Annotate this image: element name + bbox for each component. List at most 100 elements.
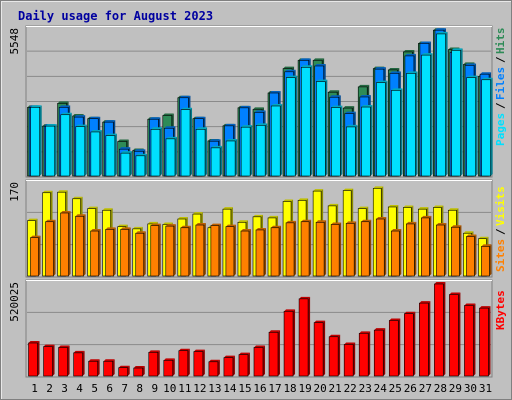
bar-files-day-21-top xyxy=(329,95,341,98)
bar-visits-day-29-top xyxy=(448,208,459,211)
bar-hits-day-26-top xyxy=(403,49,415,52)
bar-visits-day-12-top xyxy=(192,212,203,215)
bar-hits-day-22-top xyxy=(343,106,355,109)
bar-pages-day-1-side xyxy=(39,105,42,176)
bar-kbytes-day-14 xyxy=(223,357,234,377)
bar-sites-day-20-top xyxy=(316,220,327,223)
bar-sites-day-29 xyxy=(451,226,460,277)
bar-pages-day-2-top xyxy=(45,124,57,127)
bar-sites-day-6-top xyxy=(105,227,116,230)
bar-kbytes-day-20 xyxy=(313,322,324,377)
bar-pages-day-18-side xyxy=(295,75,298,176)
bar-sites-day-6 xyxy=(105,229,114,277)
bar-sites-day-7-top xyxy=(120,227,131,230)
bar-kbytes-day-10-side xyxy=(172,358,175,376)
bar-kbytes-day-18-top xyxy=(284,309,296,312)
bar-visits-day-14-top xyxy=(222,207,233,210)
bar-kbytes-day-27-side xyxy=(428,301,431,376)
bar-pages-day-8-side xyxy=(144,153,147,176)
x-tick-day-15: 15 xyxy=(238,382,251,395)
bar-sites-day-5 xyxy=(90,230,99,277)
bar-kbytes-day-5-side xyxy=(97,359,100,376)
bar-kbytes-day-26-top xyxy=(404,311,416,314)
bar-sites-day-11-side xyxy=(188,225,191,276)
bar-files-day-12-top xyxy=(194,116,206,119)
bar-pages-day-25-side xyxy=(400,88,403,176)
bar-files-day-28-top xyxy=(434,28,446,31)
bar-pages-day-21-top xyxy=(331,105,343,108)
bar-kbytes-day-21-top xyxy=(329,334,341,337)
bar-sites-day-13-side xyxy=(218,223,221,276)
legend-kbytes: KBytes xyxy=(494,290,507,330)
bar-pages-day-10 xyxy=(165,138,176,177)
bar-pages-day-4-side xyxy=(84,124,87,176)
bar-sites-day-10-side xyxy=(173,224,176,276)
bar-files-day-26-top xyxy=(404,53,416,56)
bar-visits-day-18-top xyxy=(283,199,294,202)
bar-pages-day-5 xyxy=(90,131,101,177)
bar-visits-day-7-top xyxy=(117,224,128,227)
bar-kbytes-day-29-side xyxy=(458,292,461,376)
bar-pages-day-31-side xyxy=(490,77,493,176)
bar-kbytes-day-7-side xyxy=(127,365,130,376)
bar-visits-day-30-top xyxy=(463,231,474,234)
bar-kbytes-day-16 xyxy=(253,347,264,377)
bar-visits-day-28-top xyxy=(433,205,444,208)
bar-kbytes-day-8-top xyxy=(133,366,145,369)
bar-pages-day-27-side xyxy=(430,53,433,176)
bar-pages-day-3-top xyxy=(60,112,72,115)
bar-kbytes-day-9-side xyxy=(157,350,160,376)
bar-pages-day-12-top xyxy=(196,127,208,130)
bar-kbytes-day-3 xyxy=(58,347,68,377)
bar-visits-day-3-top xyxy=(57,190,68,193)
bar-kbytes-day-13-side xyxy=(217,359,220,376)
bar-kbytes-day-8 xyxy=(133,367,144,377)
bar-pages-day-27 xyxy=(421,54,431,177)
x-tick-day-2: 2 xyxy=(46,382,53,395)
bar-pages-day-18-top xyxy=(286,75,298,78)
bar-pages-day-12 xyxy=(195,129,206,177)
bar-visits-day-6-top xyxy=(102,208,113,211)
bar-kbytes-day-21 xyxy=(328,336,339,377)
legend-separator: / xyxy=(494,102,507,109)
bar-pages-day-13-top xyxy=(211,145,223,148)
bar-sites-day-17-side xyxy=(279,225,282,276)
bar-sites-day-3 xyxy=(60,212,69,277)
bar-kbytes-day-25-top xyxy=(389,318,401,321)
bar-kbytes-day-5-top xyxy=(88,359,100,362)
bar-kbytes-day-9-top xyxy=(148,350,160,353)
bar-pages-day-2 xyxy=(45,125,56,177)
bar-kbytes-day-7-top xyxy=(118,365,130,368)
bar-pages-day-14-side xyxy=(235,138,238,176)
bar-pages-day-16 xyxy=(255,125,266,177)
bar-pages-day-22 xyxy=(346,126,356,177)
bar-pages-day-23-side xyxy=(370,105,373,176)
bar-kbytes-day-6 xyxy=(103,360,113,377)
bar-pages-day-27-top xyxy=(421,53,433,56)
bar-pages-day-24-top xyxy=(376,80,388,83)
bar-sites-day-25 xyxy=(390,230,400,277)
bar-kbytes-day-4-top xyxy=(73,350,85,353)
bar-kbytes-day-22 xyxy=(343,344,354,377)
x-tick-day-29: 29 xyxy=(449,382,462,395)
bar-sites-day-12-side xyxy=(203,223,206,276)
bar-kbytes-day-31-top xyxy=(479,306,491,309)
bar-files-day-5-top xyxy=(89,116,101,119)
bar-pages-day-30-side xyxy=(475,75,478,176)
bar-pages-day-7-top xyxy=(120,151,132,154)
bar-visits-day-5-top xyxy=(87,206,98,209)
bar-kbytes-day-13 xyxy=(208,361,219,377)
bar-kbytes-day-26-side xyxy=(413,311,416,376)
x-tick-day-27: 27 xyxy=(419,382,432,395)
x-tick-day-7: 7 xyxy=(121,382,128,395)
bar-kbytes-day-24-top xyxy=(374,328,386,331)
bar-sites-day-18 xyxy=(285,222,295,277)
bar-pages-day-19 xyxy=(300,67,311,177)
bar-kbytes-day-6-top xyxy=(103,359,115,362)
bar-sites-day-22-top xyxy=(346,221,357,224)
bar-pages-day-26-top xyxy=(406,71,418,74)
x-tick-day-14: 14 xyxy=(223,382,237,395)
x-tick-day-12: 12 xyxy=(193,382,206,395)
bar-sites-day-31 xyxy=(481,246,490,277)
bar-pages-day-20-top xyxy=(316,79,328,82)
